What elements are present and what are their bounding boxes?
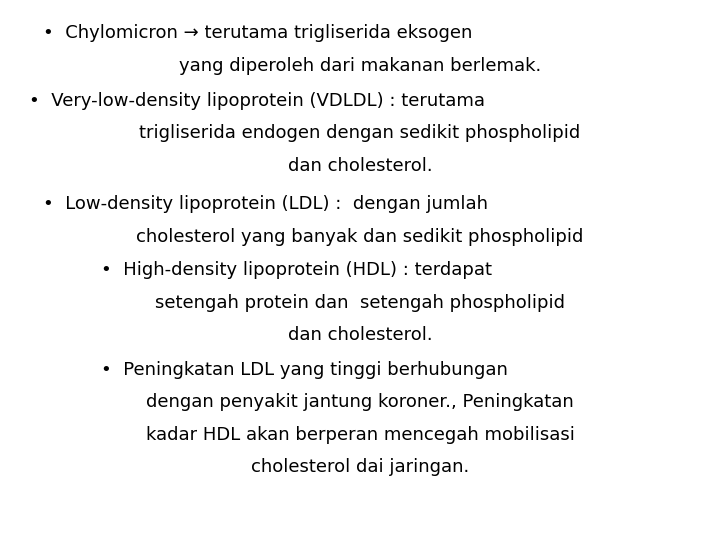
Text: •  Very-low-density lipoprotein (VDLDL) : terutama: • Very-low-density lipoprotein (VDLDL) :… [29,92,485,110]
Text: yang diperoleh dari makanan berlemak.: yang diperoleh dari makanan berlemak. [179,57,541,75]
Text: dan cholesterol.: dan cholesterol. [288,157,432,174]
Text: setengah protein dan  setengah phospholipid: setengah protein dan setengah phospholip… [155,294,565,312]
Text: dengan penyakit jantung koroner., Peningkatan: dengan penyakit jantung koroner., Pening… [146,393,574,411]
Text: •  Chylomicron → terutama trigliserida eksogen: • Chylomicron → terutama trigliserida ek… [43,24,472,42]
Text: cholesterol yang banyak dan sedikit phospholipid: cholesterol yang banyak dan sedikit phos… [136,228,584,246]
Text: •  High-density lipoprotein (HDL) : terdapat: • High-density lipoprotein (HDL) : terda… [101,261,492,279]
Text: kadar HDL akan berperan mencegah mobilisasi: kadar HDL akan berperan mencegah mobilis… [145,426,575,443]
Text: cholesterol dai jaringan.: cholesterol dai jaringan. [251,458,469,476]
Text: •  Low-density lipoprotein (LDL) :  dengan jumlah: • Low-density lipoprotein (LDL) : dengan… [43,195,488,213]
Text: dan cholesterol.: dan cholesterol. [288,326,432,344]
Text: •  Peningkatan LDL yang tinggi berhubungan: • Peningkatan LDL yang tinggi berhubunga… [101,361,508,379]
Text: trigliserida endogen dengan sedikit phospholipid: trigliserida endogen dengan sedikit phos… [140,124,580,142]
